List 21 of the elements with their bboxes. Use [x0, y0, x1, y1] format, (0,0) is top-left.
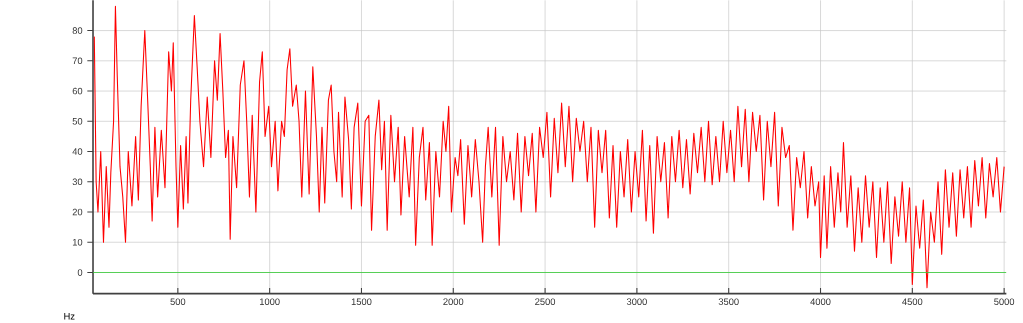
x-axis-title: Hz [64, 313, 75, 320]
y-tick-label: 80 [72, 27, 83, 34]
y-tick-label: 60 [72, 87, 83, 95]
y-tick-label: 50 [72, 118, 83, 125]
y-tick-label: 0 [77, 269, 83, 276]
y-tick-label: 20 [72, 208, 83, 216]
x-tick-label: 1000 [259, 298, 280, 305]
y-tick-label: 40 [72, 148, 83, 155]
x-tick-label: 1500 [351, 298, 372, 305]
x-tick-label: 2000 [443, 298, 464, 305]
y-tick-label: 70 [72, 57, 83, 65]
y-tick-label: 10 [72, 238, 83, 246]
y-tick-label: 30 [72, 178, 83, 186]
x-tick-label: 4000 [810, 298, 831, 305]
x-tick-label: 2500 [535, 298, 556, 305]
x-tick-label: 3500 [718, 298, 739, 305]
line-series [93, 5, 1005, 289]
x-tick-label: 5000 [994, 298, 1015, 305]
x-tick-label: 500 [170, 298, 186, 305]
x-tick-label: 3000 [626, 298, 647, 305]
x-tick-label: 4500 [902, 298, 923, 305]
